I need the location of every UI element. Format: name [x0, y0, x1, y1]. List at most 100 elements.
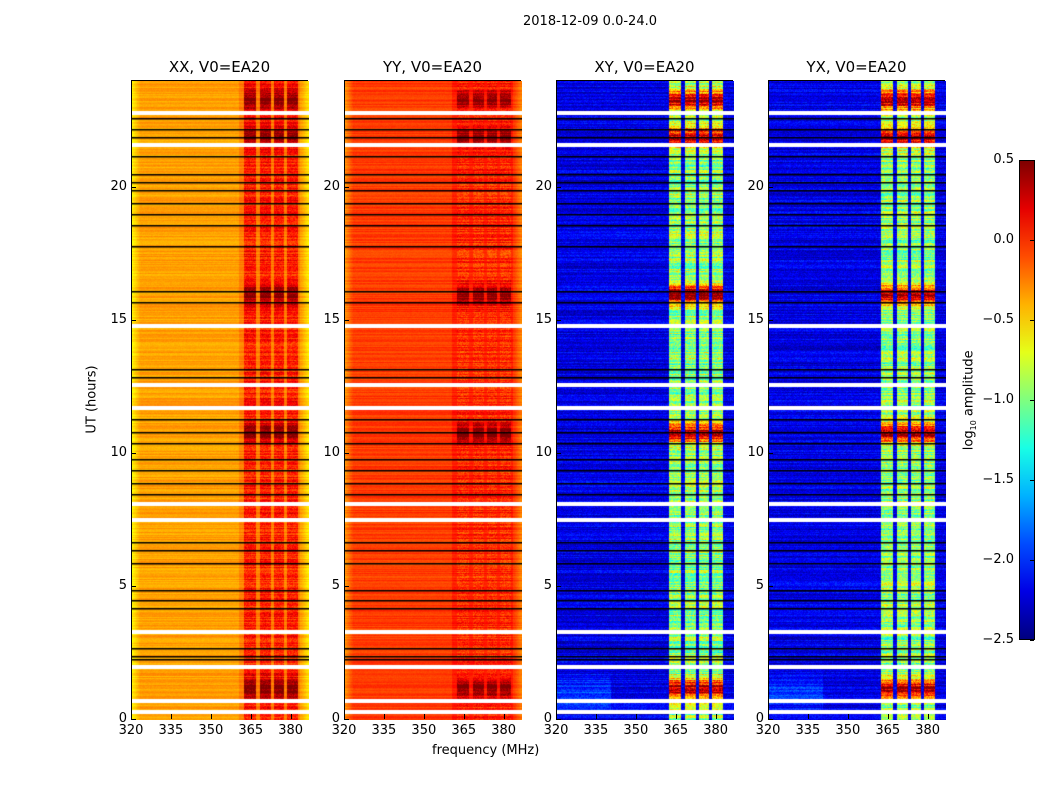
- x-tick-mark: [170, 714, 172, 719]
- y-tick-label: 10: [323, 444, 340, 460]
- colorbar-tick-mark: [1030, 320, 1034, 321]
- y-tick-mark: [556, 452, 561, 454]
- y-tick-mark: [131, 585, 136, 587]
- x-tick-label: 335: [371, 723, 397, 738]
- y-tick-mark: [344, 186, 349, 188]
- colorbar-tick-mark: [1030, 480, 1034, 481]
- y-axis-label: UT (hours): [84, 365, 100, 434]
- y-tick-label: 10: [535, 444, 552, 460]
- x-tick-mark: [210, 714, 212, 719]
- x-tick-label: 350: [411, 723, 437, 738]
- heatmap-panel-2: [556, 80, 734, 720]
- x-tick-mark: [463, 714, 465, 719]
- colorbar-tick-label: −1.0: [982, 392, 1014, 407]
- x-tick-label: 350: [835, 723, 861, 738]
- x-tick-label: 335: [158, 723, 184, 738]
- x-axis-label: frequency (MHz): [432, 743, 540, 758]
- y-tick-label: 5: [331, 577, 340, 593]
- y-tick-mark: [131, 452, 136, 454]
- y-tick-mark: [131, 319, 136, 321]
- heatmap-image: [132, 81, 309, 720]
- colorbar-tick-mark: [1030, 160, 1034, 161]
- figure-title: 2018-12-09 0.0-24.0: [523, 14, 657, 29]
- x-tick-mark: [768, 714, 769, 719]
- heatmap-panel-0: [131, 80, 309, 720]
- x-tick-mark: [887, 714, 889, 719]
- x-tick-label: 380: [278, 723, 304, 738]
- y-tick-label: 15: [747, 311, 764, 327]
- y-tick-label: 0: [755, 711, 764, 726]
- y-tick-label: 10: [110, 444, 127, 460]
- x-tick-label: 365: [451, 723, 477, 738]
- y-tick-label: 5: [755, 577, 764, 593]
- y-tick-label: 15: [535, 311, 552, 327]
- panel-title: XY, V0=EA20: [594, 58, 695, 76]
- heatmap-panel-1: [344, 80, 522, 720]
- y-tick-mark: [131, 186, 136, 188]
- y-tick-label: 20: [323, 178, 340, 194]
- y-tick-label: 20: [110, 178, 127, 194]
- y-tick-mark: [556, 186, 561, 188]
- panel-title: YX, V0=EA20: [806, 58, 907, 76]
- colorbar-tick-label: −0.5: [982, 312, 1014, 327]
- y-tick-mark: [768, 186, 773, 188]
- y-tick-mark: [131, 719, 136, 720]
- y-tick-label: 5: [118, 577, 127, 593]
- x-tick-mark: [715, 714, 717, 719]
- y-tick-label: 15: [110, 311, 127, 327]
- colorbar-tick-label: 0.0: [993, 232, 1014, 247]
- y-tick-mark: [556, 719, 561, 720]
- panel-title: XX, V0=EA20: [168, 58, 271, 76]
- x-tick-mark: [423, 714, 425, 719]
- x-tick-mark: [503, 714, 505, 719]
- x-tick-label: 320: [755, 723, 781, 738]
- y-tick-mark: [344, 452, 349, 454]
- y-tick-label: 10: [747, 444, 764, 460]
- y-tick-mark: [344, 585, 349, 587]
- x-tick-mark: [635, 714, 637, 719]
- x-tick-label: 365: [238, 723, 264, 738]
- y-tick-label: 20: [747, 178, 764, 194]
- x-tick-label: 380: [703, 723, 729, 738]
- x-tick-label: 335: [795, 723, 821, 738]
- y-tick-mark: [556, 319, 561, 321]
- y-tick-label: 5: [543, 577, 552, 593]
- heatmap-image: [345, 81, 522, 720]
- x-tick-mark: [250, 714, 252, 719]
- x-tick-mark: [807, 714, 809, 719]
- x-tick-label: 320: [331, 723, 357, 738]
- y-tick-mark: [344, 719, 349, 720]
- x-tick-label: 380: [915, 723, 941, 738]
- y-tick-mark: [344, 319, 349, 321]
- x-tick-mark: [556, 714, 557, 719]
- y-tick-mark: [768, 719, 773, 720]
- x-tick-label: 350: [623, 723, 649, 738]
- panel-title: YY, V0=EA20: [382, 58, 483, 76]
- colorbar-tick-label: −2.5: [982, 632, 1014, 647]
- x-tick-mark: [290, 714, 292, 719]
- x-tick-mark: [847, 714, 849, 719]
- x-tick-mark: [383, 714, 385, 719]
- x-tick-label: 320: [118, 723, 144, 738]
- x-tick-mark: [344, 714, 345, 719]
- colorbar-label-suffix: amplitude: [961, 350, 977, 421]
- y-tick-label: 0: [543, 711, 552, 726]
- colorbar-tick-mark: [1030, 640, 1034, 641]
- x-tick-mark: [927, 714, 929, 719]
- colorbar: [1019, 160, 1035, 640]
- x-tick-mark: [131, 714, 132, 719]
- x-tick-label: 335: [583, 723, 609, 738]
- colorbar-tick-mark: [1030, 560, 1034, 561]
- x-tick-mark: [675, 714, 677, 719]
- y-tick-label: 0: [118, 711, 127, 726]
- y-tick-label: 0: [331, 711, 340, 726]
- colorbar-label-log: log: [961, 430, 977, 451]
- heatmap-panel-3: [768, 80, 946, 720]
- colorbar-tick-mark: [1030, 240, 1034, 241]
- colorbar-tick-label: −2.0: [982, 552, 1014, 567]
- y-tick-mark: [768, 585, 773, 587]
- x-tick-label: 350: [198, 723, 224, 738]
- colorbar-label-sub: 10: [969, 420, 979, 431]
- colorbar-tick-label: −1.5: [982, 472, 1014, 487]
